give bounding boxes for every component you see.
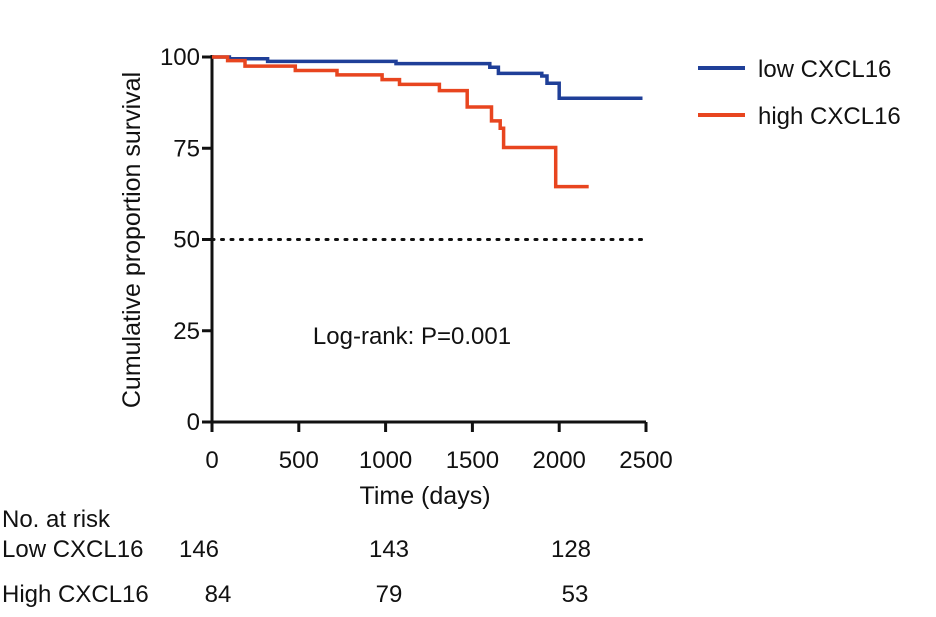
risk-value: 84	[205, 581, 232, 608]
series-layer	[212, 55, 643, 189]
survival-curve-low	[212, 55, 643, 100]
risk-table-title: No. at risk	[2, 506, 111, 533]
risk-table: No. at risk Low CXCL16 146 143 128 High …	[2, 506, 591, 608]
risk-value: 53	[562, 581, 589, 608]
y-tick-label: 50	[173, 227, 200, 254]
y-axis-title: Cumulative proportion survival	[118, 72, 146, 408]
y-tick-label: 75	[173, 135, 200, 162]
x-tick-label: 500	[279, 447, 319, 474]
risk-value: 79	[376, 581, 403, 608]
y-tick-label: 100	[160, 44, 200, 71]
y-tick-label: 0	[187, 409, 200, 436]
legend-label-high: high CXCL16	[758, 103, 901, 130]
risk-value: 146	[179, 536, 219, 563]
annotation-logrank: Log-rank: P=0.001	[313, 323, 511, 350]
legend-label-low: low CXCL16	[758, 56, 891, 83]
x-tick-label: 0	[205, 447, 218, 474]
x-tick-label: 2000	[533, 447, 586, 474]
y-tick-label: 25	[173, 318, 200, 345]
x-tick-label: 1000	[359, 447, 412, 474]
x-axis-title: Time (days)	[359, 482, 490, 510]
survival-curve-high	[212, 55, 589, 189]
risk-value: 128	[551, 536, 591, 563]
risk-row-label-high: High CXCL16	[2, 581, 149, 608]
legend: low CXCL16 high CXCL16	[698, 56, 901, 130]
risk-value: 143	[369, 536, 409, 563]
x-tick-label: 1500	[446, 447, 499, 474]
x-tick-label: 2500	[619, 447, 672, 474]
risk-row-label-low: Low CXCL16	[2, 536, 143, 563]
